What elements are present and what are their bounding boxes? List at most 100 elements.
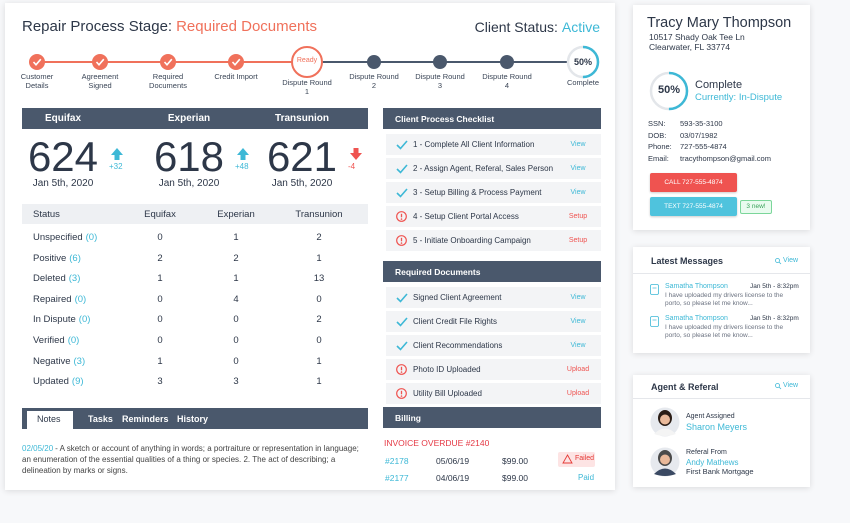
field-value: 593-35-3100 bbox=[680, 119, 723, 128]
row-label: Negative (3) bbox=[33, 356, 85, 367]
profile-card: Tracy Mary Thompson 10517 Shady Oak Tee L… bbox=[633, 5, 810, 230]
change-arrow bbox=[111, 148, 123, 160]
warn-tri bbox=[562, 454, 573, 464]
table-header-bg bbox=[22, 204, 368, 224]
check-stroke bbox=[396, 293, 408, 303]
agent-name: Sharon Meyers bbox=[686, 422, 748, 432]
arrow-head bbox=[111, 148, 123, 155]
list-row bbox=[386, 134, 601, 155]
section-title: Required Documents bbox=[395, 267, 481, 277]
list-row bbox=[386, 287, 601, 308]
billing-status: Failed bbox=[575, 455, 595, 462]
text-button[interactable]: TEXT 727-555-4874 bbox=[650, 197, 737, 216]
status-name: Repaired bbox=[33, 293, 72, 305]
status-count: (3) bbox=[73, 355, 86, 367]
main-card: Repair Process Stage: Required Documents C… bbox=[5, 3, 615, 490]
lens bbox=[775, 383, 780, 388]
address-line: Clearwater, FL 33774 bbox=[649, 42, 730, 52]
change-arrow bbox=[350, 148, 362, 160]
bureau-name: Transunion bbox=[275, 113, 329, 124]
status-count: (0) bbox=[78, 314, 91, 326]
alert-icon bbox=[396, 364, 407, 375]
cell: 0 bbox=[233, 314, 239, 326]
check-stroke bbox=[396, 188, 408, 198]
bureau-date: Jan 5th, 2020 bbox=[271, 178, 333, 189]
cell: 0 bbox=[233, 335, 239, 346]
view-link[interactable]: View bbox=[783, 382, 799, 389]
step-label: Credit Import bbox=[214, 72, 258, 81]
status-count: (3) bbox=[68, 273, 81, 285]
billing-invoice: #2177 bbox=[385, 473, 409, 483]
bureau-score: 621 bbox=[266, 133, 338, 180]
row-label: Updated (9) bbox=[33, 376, 84, 387]
list-action: View bbox=[570, 318, 586, 325]
alert-dot bbox=[400, 395, 403, 397]
message-icon bbox=[650, 284, 659, 295]
cell: 1 bbox=[316, 252, 322, 264]
check-icon bbox=[396, 164, 408, 174]
list-text: Client Credit File Rights bbox=[413, 317, 498, 326]
list-text: 3 - Setup Billing & Process Payment bbox=[413, 188, 542, 197]
search-icon bbox=[775, 258, 782, 265]
step-dot bbox=[500, 55, 514, 69]
status-count: (9) bbox=[71, 376, 84, 388]
message-time: Jan 5th - 8:32pm bbox=[750, 315, 799, 322]
call-button[interactable]: CALL 727-555-4874 bbox=[650, 173, 737, 192]
arrow-head bbox=[350, 153, 362, 160]
arrow-stem bbox=[114, 155, 120, 160]
bureau-change: +32 bbox=[109, 162, 123, 171]
message-time: Jan 5th - 8:32pm bbox=[750, 283, 799, 290]
tab: Reminders bbox=[122, 414, 169, 424]
billing-date: 04/06/19 bbox=[436, 473, 470, 483]
step-dot bbox=[228, 54, 244, 70]
profile-status: Complete bbox=[695, 79, 743, 91]
check-stroke bbox=[396, 341, 408, 351]
header-title: Repair Process Stage: Required Documents bbox=[22, 18, 317, 35]
ring-arc bbox=[649, 71, 689, 111]
cell: 2 bbox=[233, 252, 239, 264]
cell: 1 bbox=[233, 232, 239, 243]
cell: 0 bbox=[157, 335, 163, 346]
stage: Required Documents bbox=[176, 18, 317, 35]
list-action: Setup bbox=[568, 237, 588, 244]
alert-icon bbox=[396, 211, 407, 222]
handle bbox=[778, 261, 782, 265]
cell: 1 bbox=[157, 273, 163, 285]
note-date: 02/05/20 bbox=[22, 444, 54, 453]
list-row bbox=[386, 311, 601, 332]
status-label: Client Status: bbox=[474, 19, 558, 35]
handle bbox=[778, 386, 782, 390]
cell: 4 bbox=[233, 293, 239, 305]
row-label: Verified (0) bbox=[33, 335, 79, 346]
view-link[interactable]: View bbox=[783, 257, 799, 264]
list-text: Signed Client Agreement bbox=[413, 293, 502, 302]
cell: 3 bbox=[157, 376, 163, 388]
step-check bbox=[231, 58, 241, 67]
cell: 1 bbox=[233, 273, 239, 285]
step-dot bbox=[160, 54, 176, 70]
billing-alert: INVOICE OVERDUE #2140 bbox=[384, 438, 490, 448]
field-label: DOB: bbox=[648, 130, 667, 140]
billing-amount: $99.00 bbox=[502, 473, 528, 483]
list-action: View bbox=[570, 165, 586, 172]
list-action: Upload bbox=[566, 390, 590, 397]
bureau-score: 618 bbox=[153, 133, 225, 180]
check-stroke bbox=[396, 317, 408, 327]
bureau-bar bbox=[22, 108, 368, 129]
status-count: (6) bbox=[69, 252, 81, 264]
note-text: - A sketch or account of anything in wor… bbox=[22, 444, 359, 475]
list-row bbox=[386, 206, 601, 227]
status-name: Unspecified bbox=[33, 232, 83, 243]
list-row bbox=[386, 158, 601, 179]
card-title: Agent & Referal bbox=[651, 382, 719, 392]
new-badge: 3 new! bbox=[740, 200, 772, 214]
tab: Tasks bbox=[88, 414, 113, 424]
profile-substatus: Currently: In-Dispute bbox=[695, 92, 783, 103]
table-header: Status bbox=[33, 209, 60, 220]
avatar bbox=[650, 407, 680, 437]
text-button-label: TEXT 727-555-4874 bbox=[664, 203, 723, 210]
cell: 2 bbox=[316, 314, 322, 326]
step-check bbox=[95, 58, 105, 67]
table-header: Equifax bbox=[144, 209, 176, 220]
avatar-face bbox=[660, 454, 670, 465]
